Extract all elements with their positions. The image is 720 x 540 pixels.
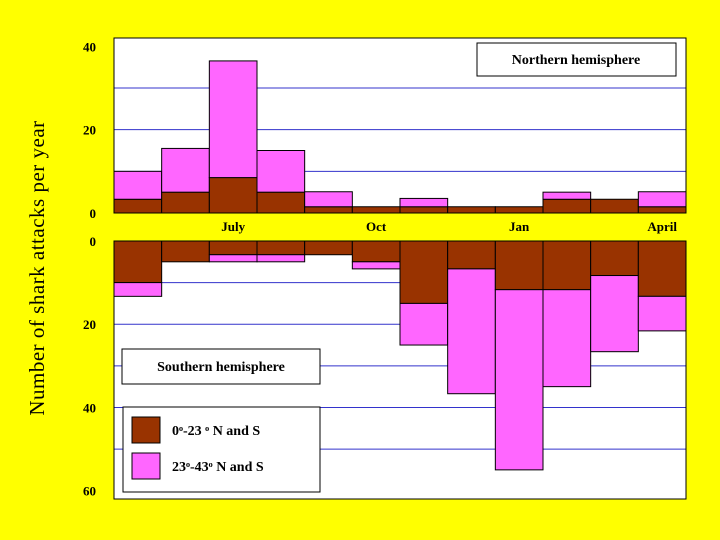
- northern-bar-tropical-nov: [399, 206, 449, 214]
- northern-bar-subtropical-jul: [208, 60, 258, 179]
- southern-plot-border: [113, 240, 687, 500]
- legend-swatch-tropical: [131, 416, 161, 444]
- southern-bar-subtropical-may: [113, 282, 163, 297]
- southern-y-tick-label: 0: [90, 234, 97, 249]
- southern-bar-tropical-sep: [304, 240, 353, 256]
- northern-bar-subtropical-may: [113, 170, 163, 200]
- southern-hemisphere-panel: 0 20 40 60: [83, 234, 687, 500]
- southern-bar-tropical-mar: [590, 240, 639, 277]
- northern-bar-tropical-oct: [351, 206, 401, 214]
- northern-bar-tropical-mar: [590, 198, 639, 214]
- northern-bar-tropical-aug: [256, 191, 306, 214]
- southern-bar-subtropical-dec: [447, 268, 496, 395]
- southern-bar-subtropical-nov: [399, 302, 449, 346]
- northern-hemisphere-box: Northern hemisphere: [476, 42, 677, 77]
- northern-y-tick-label: 40: [83, 39, 96, 54]
- x-tick-label-jan: Jan: [509, 219, 530, 234]
- northern-bar-subtropical-nov: [399, 197, 449, 208]
- southern-bar-subtropical-apr: [637, 295, 687, 332]
- northern-bar-tropical-jul: [208, 177, 258, 214]
- northern-hemisphere-label: Northern hemisphere: [512, 53, 640, 68]
- x-tick-label-oct: Oct: [366, 219, 387, 234]
- legend-swatch-subtropical: [131, 452, 161, 480]
- southern-y-tick-label: 60: [83, 484, 96, 499]
- southern-bar-tropical-jun: [161, 240, 210, 263]
- southern-bar-tropical-may: [113, 240, 163, 284]
- northern-bar-subtropical-sep: [304, 191, 353, 208]
- x-tick-label-april: April: [647, 219, 677, 234]
- southern-bar-tropical-feb: [542, 240, 592, 291]
- y-axis-label: Number of shark attacks per year: [25, 120, 49, 415]
- legend: 0ᵒ-23 ᵒ N and S 23ᵒ-43ᵒ N and S: [122, 406, 321, 493]
- northern-plot-border: [113, 37, 687, 214]
- northern-bar-tropical-apr: [637, 206, 687, 214]
- southern-bar-subtropical-mar: [590, 275, 639, 353]
- legend-label-subtropical: 23ᵒ-43ᵒ N and S: [172, 460, 264, 475]
- southern-bar-tropical-jul: [208, 240, 258, 256]
- northern-bar-tropical-jan: [494, 206, 544, 214]
- southern-y-tick-label: 20: [83, 317, 96, 332]
- southern-bar-tropical-dec: [447, 240, 496, 270]
- southern-bar-tropical-apr: [637, 240, 687, 297]
- northern-bar-subtropical-feb: [542, 191, 592, 200]
- southern-bar-tropical-jan: [494, 240, 544, 291]
- legend-label-tropical: 0ᵒ-23 ᵒ N and S: [172, 424, 260, 439]
- southern-hemisphere-box: Southern hemisphere: [121, 348, 321, 385]
- southern-bar-subtropical-aug: [256, 254, 306, 263]
- southern-hemisphere-label: Southern hemisphere: [157, 360, 285, 375]
- southern-bar-subtropical-jul: [208, 254, 258, 263]
- southern-y-tick-label: 40: [83, 400, 96, 415]
- northern-bar-subtropical-apr: [637, 191, 687, 208]
- northern-bar-tropical-sep: [304, 206, 353, 214]
- northern-bar-subtropical-aug: [256, 150, 306, 193]
- northern-bar-tropical-may: [113, 198, 163, 214]
- northern-bar-tropical-feb: [542, 198, 592, 214]
- x-tick-labels: July Oct Jan April: [221, 219, 677, 234]
- southern-bar-tropical-nov: [399, 240, 449, 304]
- southern-bar-tropical-aug: [256, 240, 306, 256]
- x-tick-label-july: July: [221, 219, 245, 234]
- northern-bar-tropical-dec: [447, 206, 496, 214]
- southern-bar-subtropical-jan: [494, 289, 544, 471]
- southern-bar-subtropical-feb: [542, 289, 592, 388]
- southern-bar-tropical-oct: [351, 240, 401, 263]
- northern-y-tick-label: 20: [83, 123, 96, 138]
- northern-y-tick-label: 0: [90, 206, 97, 221]
- southern-bar-subtropical-oct: [351, 261, 401, 270]
- northern-bar-tropical-jun: [161, 191, 210, 214]
- northern-bar-subtropical-jun: [161, 147, 210, 193]
